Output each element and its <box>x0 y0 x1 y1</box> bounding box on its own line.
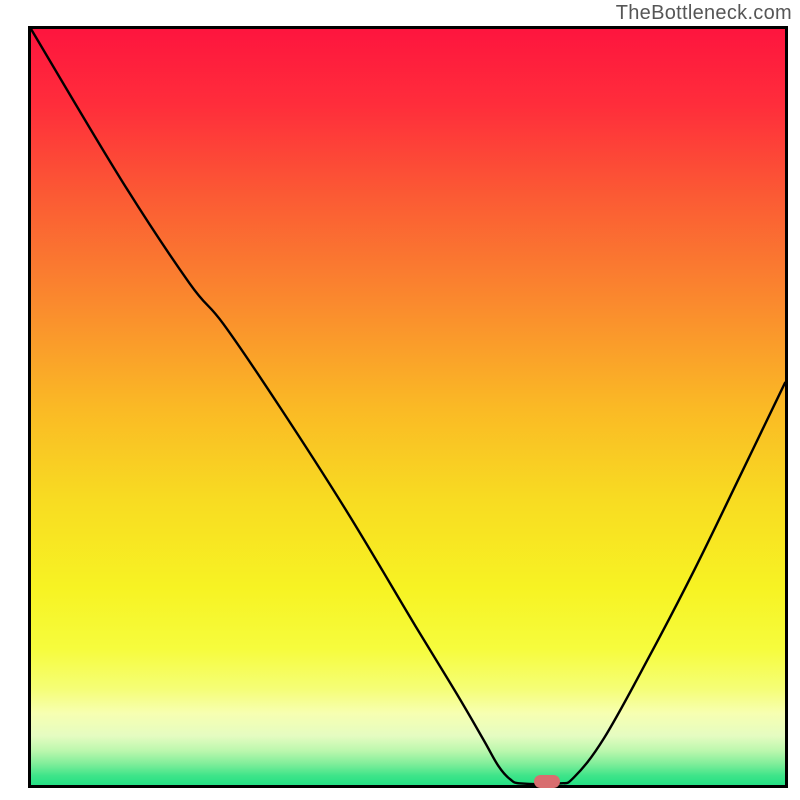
plot-background <box>31 29 785 785</box>
watermark-text: TheBottleneck.com <box>616 2 792 25</box>
plot-svg <box>28 26 788 788</box>
optimal-point-marker <box>534 775 560 788</box>
plot-area <box>28 26 788 788</box>
chart-container: TheBottleneck.com <box>0 0 800 800</box>
